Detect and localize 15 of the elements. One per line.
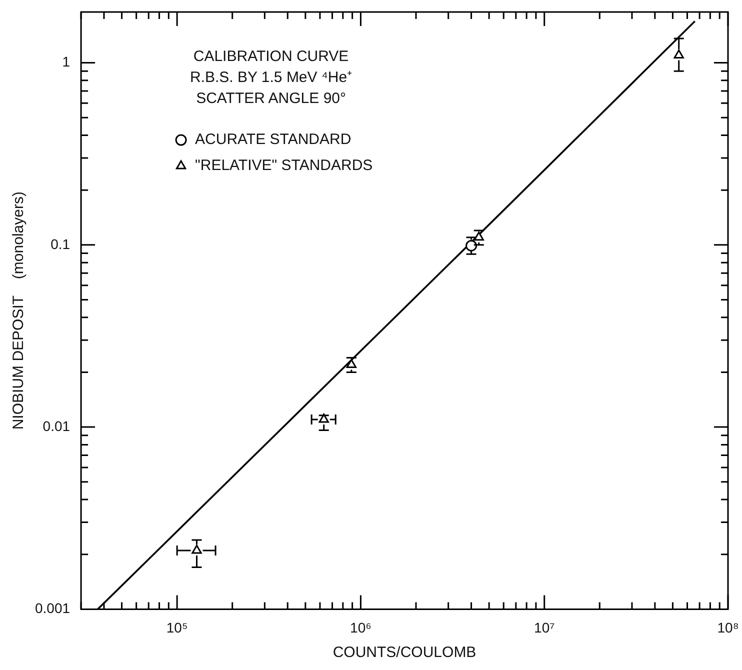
y-tick-label: 0.1: [50, 236, 70, 252]
annotation: R.B.S. BY 1.5 MeV ⁴He⁺: [190, 69, 352, 86]
y-axis-title: NIOBIUM DEPOSIT (monolayers): [10, 192, 28, 430]
y-tick-label: 1: [62, 54, 70, 70]
x-tick-label: 10⁶: [350, 619, 372, 636]
x-axis-title: COUNTS/COULOMB: [332, 644, 476, 662]
x-tick-label: 10⁵: [166, 619, 188, 636]
y-tick-label: 0.001: [34, 600, 70, 616]
annotation: CALIBRATION CURVE: [193, 48, 349, 66]
annotation: SCATTER ANGLE 90°: [196, 90, 346, 108]
legend-label: ACURATE STANDARD: [195, 131, 352, 148]
y-tick-label: 0.01: [42, 418, 70, 434]
legend-label: "RELATIVE" STANDARDS: [195, 157, 373, 174]
x-tick-label: 10⁸: [717, 619, 739, 636]
x-tick-label: 10⁷: [534, 619, 555, 636]
